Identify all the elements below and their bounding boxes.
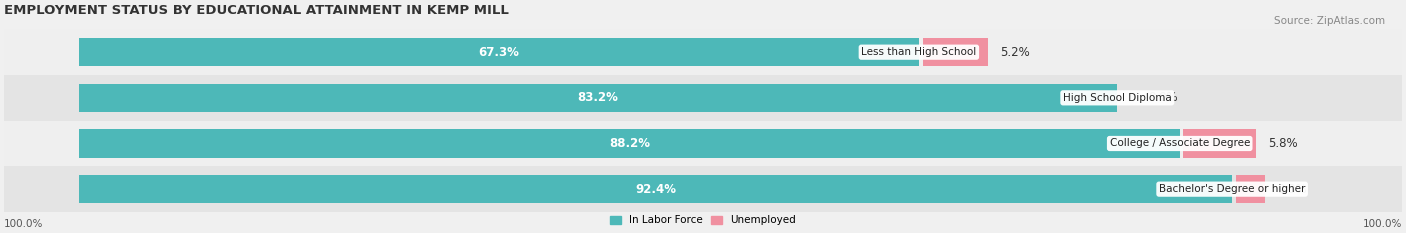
Text: 2.3%: 2.3% [1277, 183, 1306, 196]
Bar [1236, 175, 1264, 203]
Text: Bachelor's Degree or higher: Bachelor's Degree or higher [1159, 184, 1305, 194]
Text: EMPLOYMENT STATUS BY EDUCATIONAL ATTAINMENT IN KEMP MILL: EMPLOYMENT STATUS BY EDUCATIONAL ATTAINM… [4, 4, 509, 17]
Bar [79, 84, 1118, 112]
Bar [922, 38, 987, 66]
Bar [4, 121, 1402, 166]
Bar [1184, 129, 1256, 158]
Text: 67.3%: 67.3% [478, 46, 519, 59]
Bar [79, 38, 920, 66]
Bar [4, 75, 1402, 121]
Text: 0.0%: 0.0% [1149, 91, 1178, 104]
Text: College / Associate Degree: College / Associate Degree [1109, 138, 1250, 148]
Bar [4, 166, 1402, 212]
Text: High School Diploma: High School Diploma [1063, 93, 1171, 103]
Legend: In Labor Force, Unemployed: In Labor Force, Unemployed [606, 211, 800, 229]
Text: 83.2%: 83.2% [578, 91, 619, 104]
Text: 88.2%: 88.2% [609, 137, 650, 150]
Bar [79, 175, 1232, 203]
Text: Source: ZipAtlas.com: Source: ZipAtlas.com [1274, 16, 1385, 26]
Bar [4, 29, 1402, 75]
Text: 100.0%: 100.0% [1362, 219, 1402, 229]
Bar [79, 129, 1180, 158]
Text: 100.0%: 100.0% [4, 219, 44, 229]
Text: 5.8%: 5.8% [1268, 137, 1298, 150]
Text: 5.2%: 5.2% [1000, 46, 1029, 59]
Text: 92.4%: 92.4% [636, 183, 676, 196]
Text: Less than High School: Less than High School [862, 47, 977, 57]
